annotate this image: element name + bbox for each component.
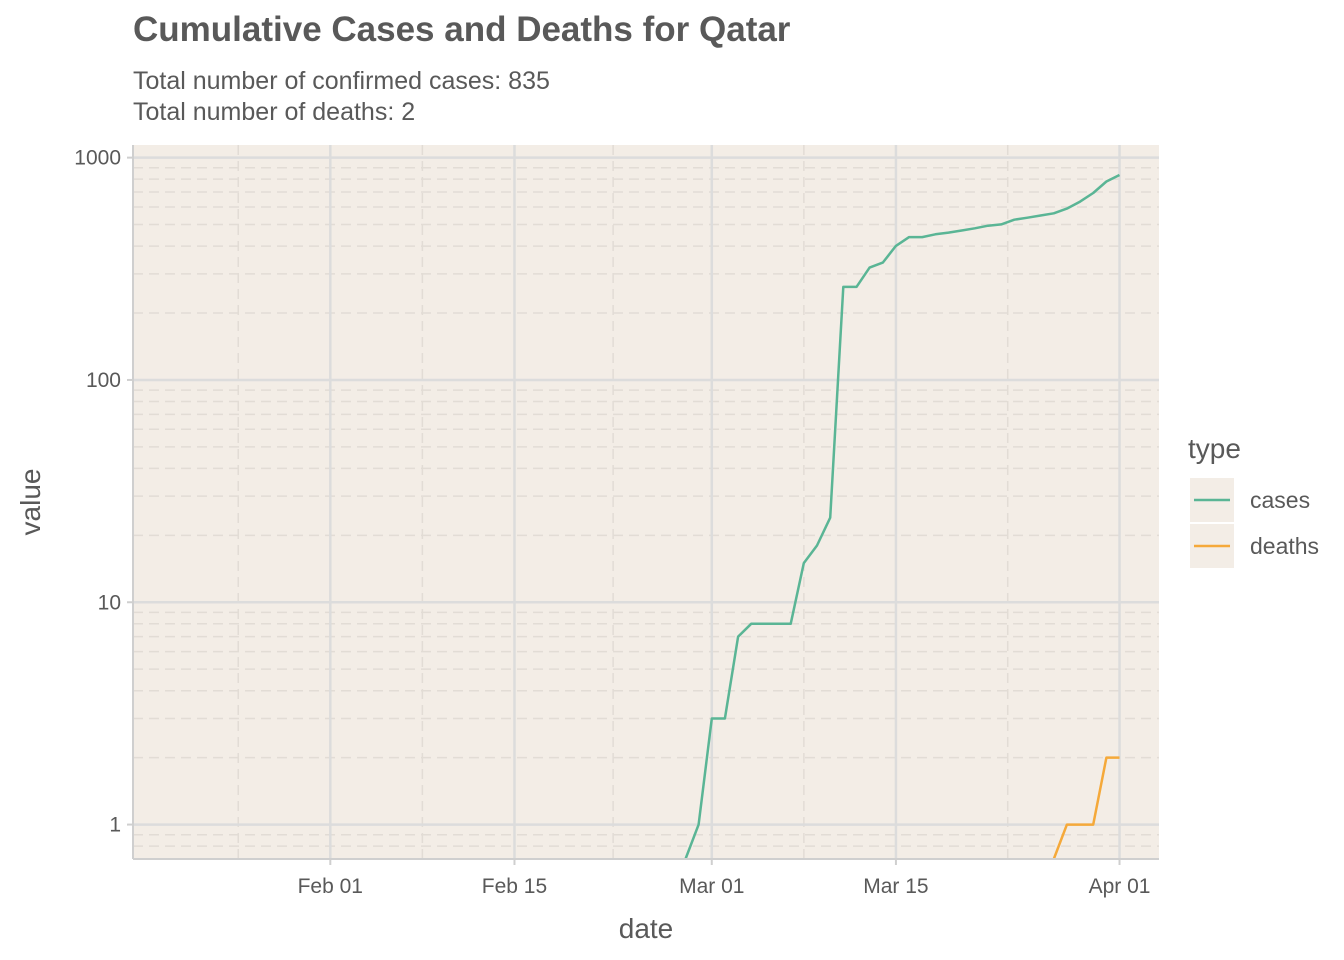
x-tick-label: Apr 01 bbox=[1089, 875, 1151, 898]
ticks: 1 10 100 1000 Feb 01 Feb 15 Mar 01 Mar 15 Apr 01 bbox=[74, 147, 1150, 898]
x-tick-label: Mar 01 bbox=[679, 875, 744, 898]
legend: type cases deaths bbox=[1188, 433, 1319, 568]
legend-label-deaths: deaths bbox=[1250, 533, 1319, 559]
y-axis-title: value bbox=[15, 469, 46, 536]
y-tick-label: 1 bbox=[109, 814, 121, 837]
series-layer bbox=[684, 173, 1121, 860]
x-axis-title: date bbox=[619, 913, 674, 944]
series-line-deaths bbox=[1052, 756, 1120, 860]
legend-title: type bbox=[1188, 433, 1241, 464]
grid bbox=[133, 145, 1159, 860]
legend-label-cases: cases bbox=[1250, 487, 1310, 513]
subtitle-deaths: Total number of deaths: 2 bbox=[133, 98, 416, 126]
chart-title: Cumulative Cases and Deaths for Qatar bbox=[133, 10, 791, 49]
plot-panel bbox=[133, 145, 1159, 859]
y-tick-label: 100 bbox=[86, 369, 121, 392]
y-tick-label: 1000 bbox=[74, 147, 121, 170]
subtitle-cases: Total number of confirmed cases: 835 bbox=[133, 67, 550, 95]
x-tick-label: Feb 01 bbox=[298, 875, 363, 898]
x-tick-label: Mar 15 bbox=[863, 875, 928, 898]
series-line-cases bbox=[684, 173, 1121, 860]
x-tick-label: Feb 15 bbox=[482, 875, 547, 898]
y-tick-label: 10 bbox=[98, 591, 121, 614]
